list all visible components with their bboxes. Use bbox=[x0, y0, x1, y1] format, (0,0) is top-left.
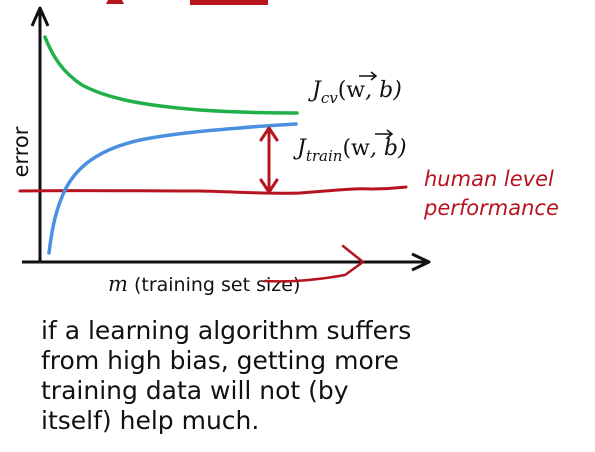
jtrain-subscript: train bbox=[306, 147, 343, 165]
jtrain-arg-w: w bbox=[351, 136, 370, 161]
caption-line-2: from high bias, getting more bbox=[41, 346, 399, 375]
slide-title-fragment bbox=[106, 0, 268, 5]
human-level-performance-line bbox=[18, 185, 408, 195]
jtrain-label: Jtrain(w, b) bbox=[293, 136, 407, 165]
x-axis-variable: m bbox=[108, 272, 128, 296]
y-axis-label: error bbox=[9, 126, 33, 177]
jcv-symbol: J bbox=[308, 78, 322, 103]
jtrain-vector-arrow bbox=[375, 129, 394, 139]
human-level-arrow bbox=[263, 244, 365, 283]
jcv-subscript: cv bbox=[321, 89, 338, 107]
jcv-curve bbox=[43, 35, 299, 115]
jtrain-symbol: J bbox=[293, 136, 307, 161]
x-axis-description: (training set size) bbox=[128, 274, 300, 296]
gap-arrow-head-top bbox=[259, 126, 279, 142]
jcv-arg-w: w bbox=[346, 78, 365, 103]
jtrain-open-paren: ( bbox=[342, 136, 351, 161]
jtrain-curve bbox=[47, 122, 298, 255]
y-axis-arrowhead bbox=[30, 6, 50, 27]
jtrain-arg-rest: , b) bbox=[370, 136, 407, 161]
human-level-label-line2: performance bbox=[423, 196, 559, 220]
x-axis-label: m (training set size) bbox=[108, 272, 300, 296]
caption-line-4: itself) help much. bbox=[41, 406, 260, 435]
x-axis-arrowhead bbox=[411, 252, 431, 272]
jcv-label: Jcv(w, b) bbox=[308, 78, 402, 107]
caption-line-3: training data will not (by bbox=[41, 376, 349, 405]
jcv-arg-rest: , b) bbox=[365, 78, 402, 103]
human-level-label-line1: human level bbox=[424, 167, 554, 191]
gap-arrow-head-bottom bbox=[259, 178, 279, 194]
caption-line-1: if a learning algorithm suffers bbox=[41, 316, 412, 345]
jcv-open-paren: ( bbox=[338, 78, 347, 103]
jcv-vector-arrow bbox=[359, 71, 378, 81]
